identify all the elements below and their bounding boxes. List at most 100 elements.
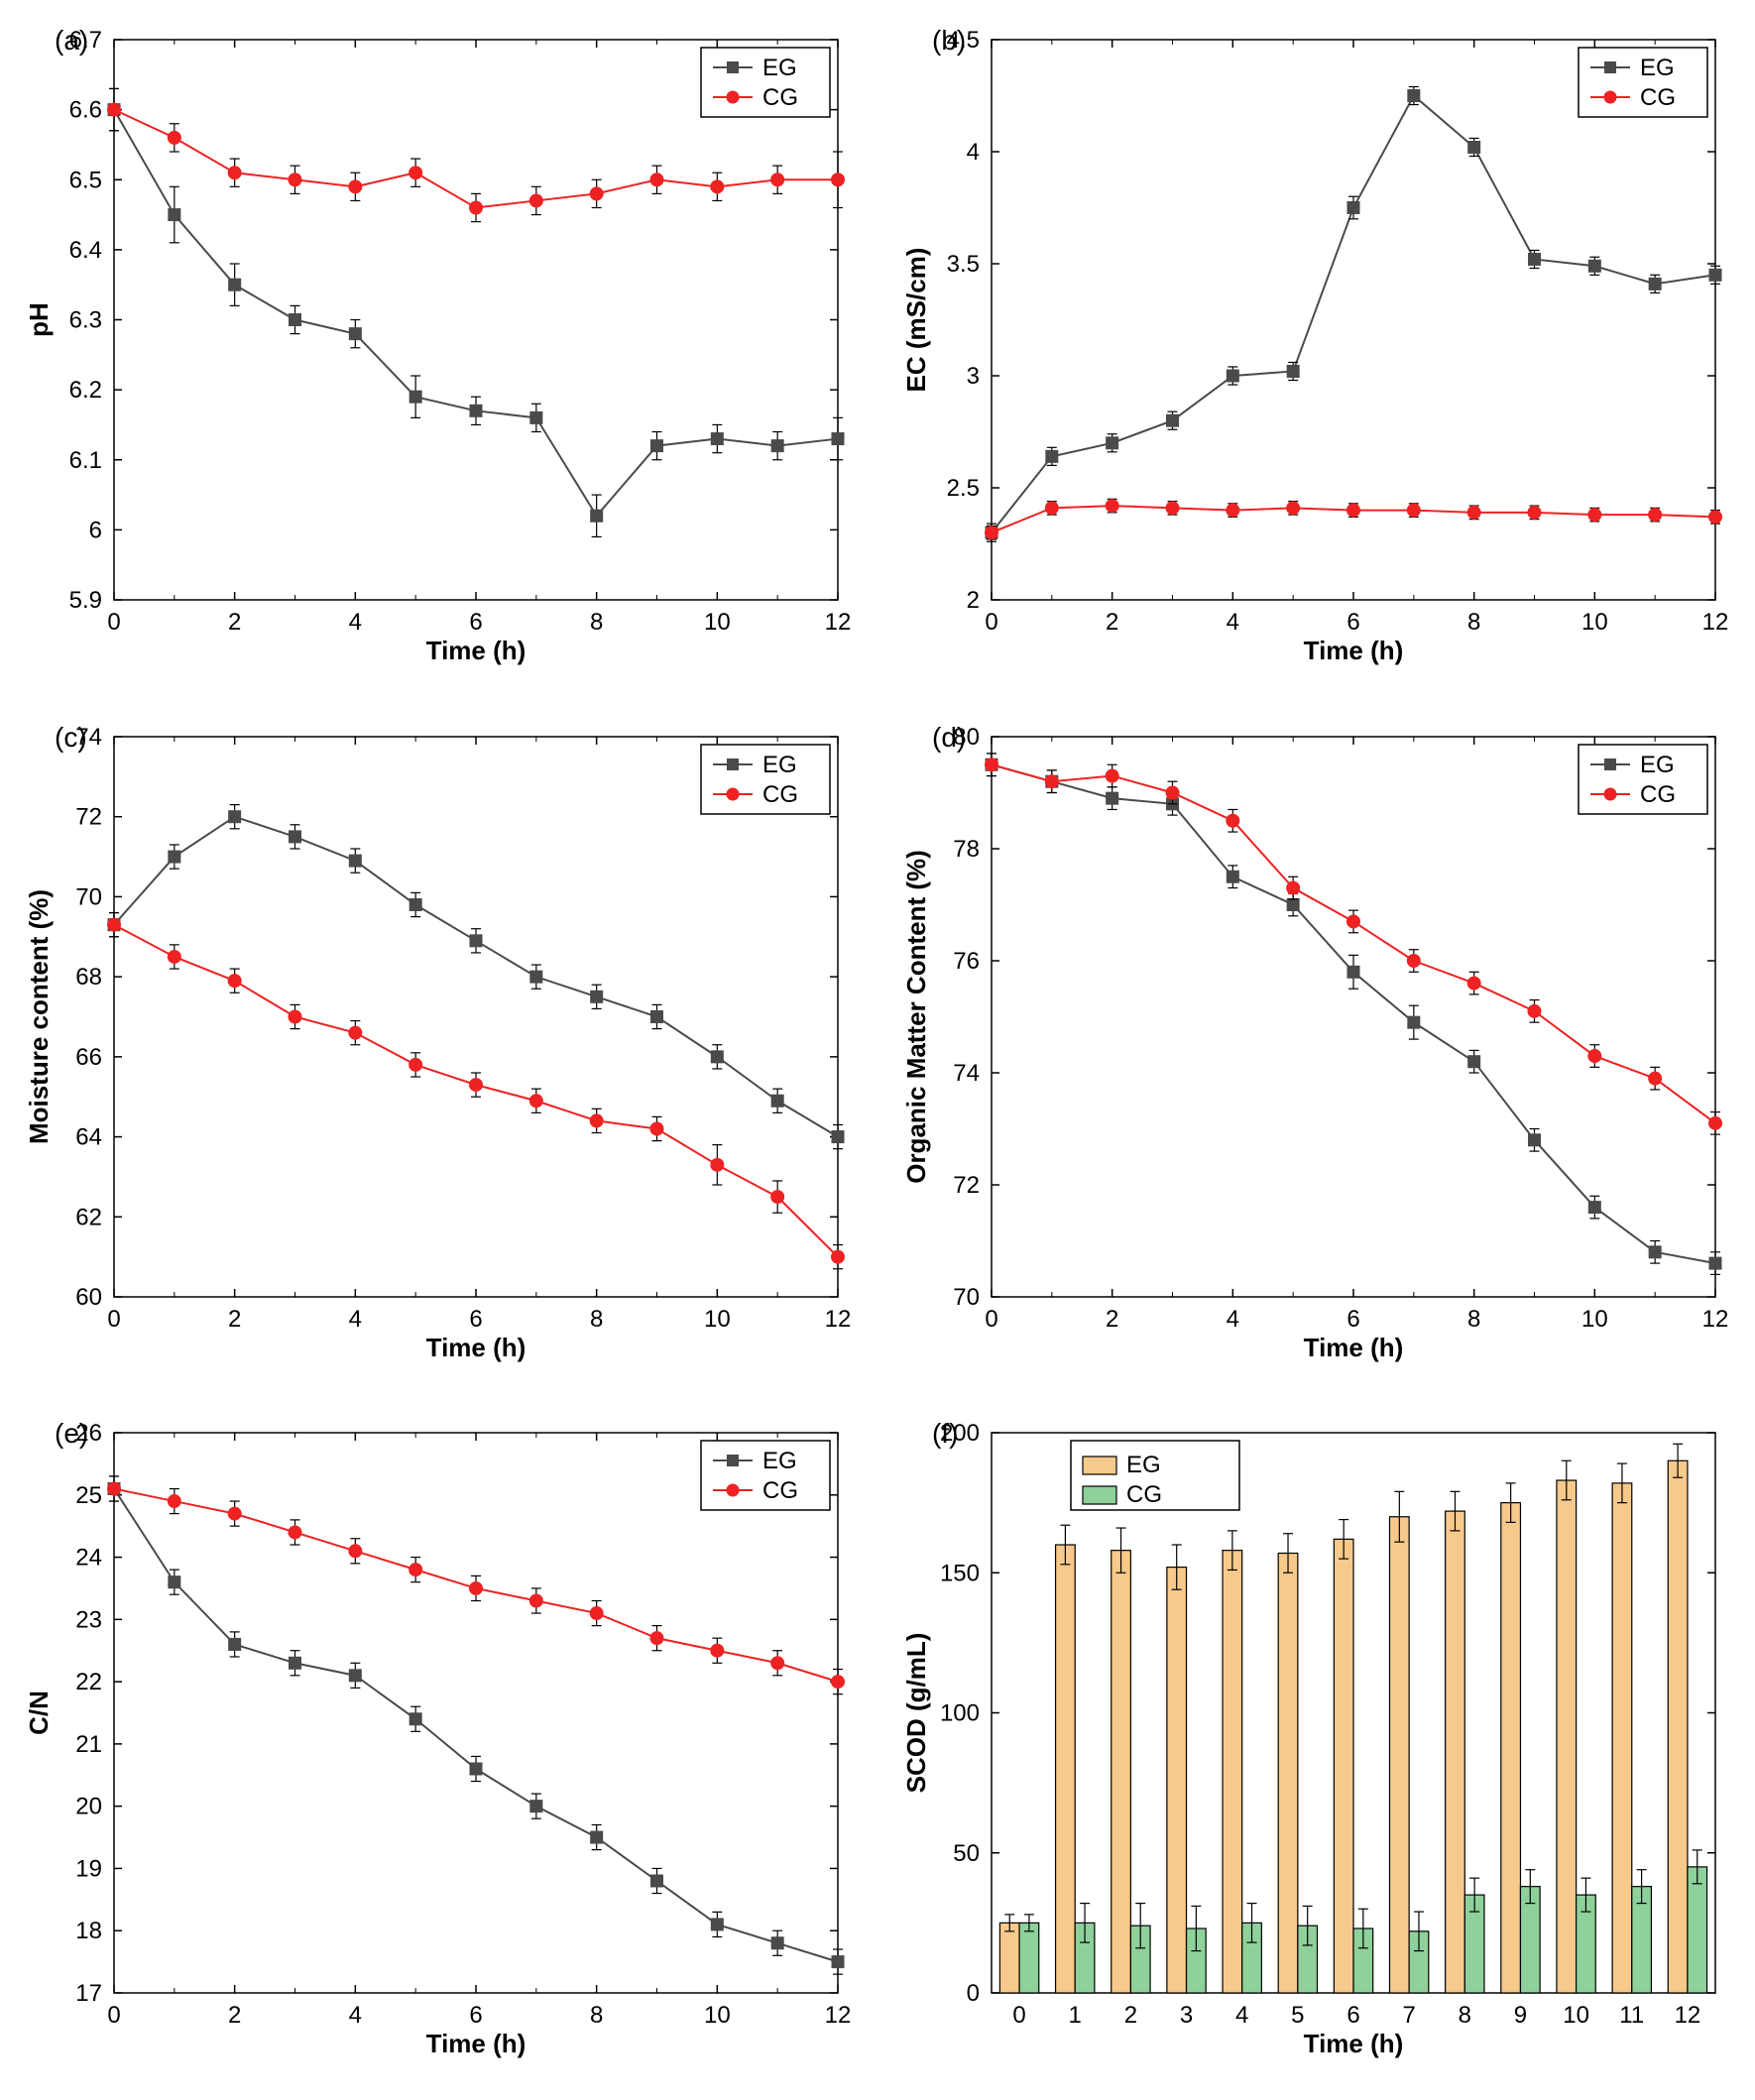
- y-tick-label: 3: [967, 363, 980, 390]
- marker-square: [1529, 253, 1541, 265]
- x-axis-label: Time (h): [426, 2029, 526, 2058]
- y-axis-label: EC (mS/cm): [901, 248, 931, 393]
- marker-square: [832, 1130, 844, 1142]
- bar-EG: [1334, 1540, 1353, 1994]
- plot-frame: [114, 40, 838, 600]
- x-tick-label: 10: [1581, 1306, 1608, 1333]
- marker-circle: [711, 1158, 724, 1171]
- y-tick-label: 76: [953, 948, 980, 975]
- y-tick-label: 22: [75, 1669, 102, 1695]
- marker-circle: [529, 194, 542, 207]
- marker-square: [771, 440, 783, 452]
- y-tick-label: 24: [75, 1545, 102, 1572]
- marker-square: [530, 971, 542, 983]
- legend-label: CG: [1126, 1481, 1162, 1508]
- x-tick-label: 6: [1346, 2002, 1359, 2029]
- marker-square: [530, 411, 542, 423]
- marker-circle: [410, 167, 422, 179]
- bar-CG: [1688, 1867, 1707, 1993]
- marker-square: [1287, 365, 1299, 377]
- marker-circle: [228, 167, 241, 179]
- x-tick-label: 12: [825, 609, 852, 636]
- marker-square: [470, 405, 482, 416]
- marker-square: [349, 855, 361, 867]
- marker-circle: [108, 103, 121, 116]
- marker-circle: [1467, 506, 1480, 519]
- marker-square: [349, 328, 361, 340]
- x-tick-label: 8: [1467, 609, 1480, 636]
- x-tick-label: 0: [107, 1306, 120, 1333]
- marker-square: [1347, 966, 1359, 978]
- marker-circle: [168, 950, 180, 963]
- marker-square: [1347, 202, 1359, 214]
- marker-circle: [650, 174, 663, 186]
- bar-EG: [1446, 1511, 1465, 1993]
- marker-square: [1709, 269, 1721, 281]
- y-tick-label: 66: [75, 1044, 102, 1071]
- marker-square: [711, 433, 723, 445]
- x-axis-label: Time (h): [426, 636, 526, 665]
- marker-circle: [1709, 1116, 1722, 1129]
- panel-letter: (b): [932, 25, 966, 56]
- x-tick-label: 2: [228, 609, 241, 636]
- y-tick-label: 0: [967, 1980, 980, 2007]
- marker-circle: [711, 180, 724, 193]
- y-tick-label: 20: [75, 1794, 102, 1820]
- y-tick-label: 100: [940, 1700, 980, 1727]
- x-tick-label: 8: [590, 2002, 603, 2029]
- marker-circle: [108, 1482, 121, 1495]
- marker-circle: [832, 174, 845, 186]
- marker-circle: [590, 1114, 603, 1127]
- x-tick-label: 8: [590, 609, 603, 636]
- y-axis-label: Moisture content (%): [24, 889, 54, 1144]
- x-tick-label: 2: [1106, 1306, 1118, 1333]
- x-tick-label: 4: [349, 1306, 362, 1333]
- marker-circle: [289, 1010, 301, 1023]
- x-tick-label: 11: [1619, 2002, 1644, 2029]
- marker-circle: [771, 174, 784, 186]
- marker-square: [410, 391, 421, 403]
- x-tick-label: 10: [704, 1306, 731, 1333]
- legend-label: EG: [1640, 55, 1675, 81]
- y-tick-label: 2: [967, 587, 980, 614]
- y-tick-label: 6.5: [69, 167, 102, 193]
- x-tick-label: 8: [590, 1306, 603, 1333]
- marker-circle: [1649, 509, 1662, 522]
- bar-EG: [1390, 1517, 1410, 1993]
- marker-circle: [1045, 774, 1058, 787]
- series-line-EG: [114, 110, 838, 517]
- panel-letter: (f): [932, 1418, 958, 1449]
- bar-EG: [1112, 1551, 1131, 1993]
- bar-EG: [1167, 1568, 1187, 1993]
- marker-circle: [410, 1058, 422, 1071]
- marker-square: [410, 898, 421, 910]
- marker-circle: [986, 526, 998, 539]
- y-axis-label: C/N: [24, 1691, 54, 1735]
- panel-e: 02468101217181920212223242526Time (h)C/N…: [20, 1413, 858, 2080]
- x-tick-label: 4: [1227, 609, 1239, 636]
- x-axis-label: Time (h): [426, 1333, 526, 1362]
- marker-circle: [771, 1190, 784, 1203]
- y-tick-label: 72: [75, 803, 102, 830]
- bar-EG: [1223, 1551, 1242, 1993]
- marker-circle: [529, 1594, 542, 1607]
- x-tick-label: 0: [107, 609, 120, 636]
- y-tick-label: 64: [75, 1123, 102, 1150]
- y-axis-label: pH: [24, 302, 54, 337]
- x-tick-label: 12: [825, 2002, 852, 2029]
- y-tick-label: 70: [75, 883, 102, 910]
- panel-letter: (a): [55, 25, 88, 56]
- marker-square: [470, 1763, 482, 1775]
- bar-EG: [1278, 1554, 1298, 1994]
- x-tick-label: 0: [107, 2002, 120, 2029]
- y-tick-label: 3.5: [947, 251, 980, 278]
- x-tick-label: 4: [1235, 2002, 1248, 2029]
- marker-circle: [1347, 915, 1360, 928]
- marker-circle: [349, 1026, 362, 1039]
- marker-square: [229, 1639, 241, 1651]
- marker-circle: [650, 1122, 663, 1135]
- marker-circle: [349, 180, 362, 193]
- marker-square: [1468, 1055, 1480, 1067]
- marker-square: [1227, 871, 1238, 882]
- marker-circle: [1467, 977, 1480, 990]
